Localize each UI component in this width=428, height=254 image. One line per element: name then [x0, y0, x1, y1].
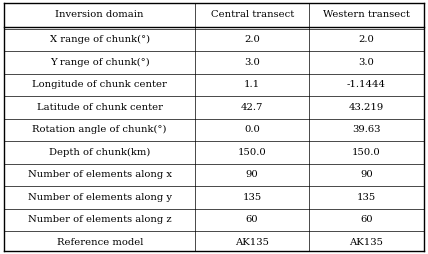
Text: Longitude of chunk center: Longitude of chunk center [32, 81, 167, 89]
Text: Inversion domain: Inversion domain [56, 10, 144, 19]
Text: 90: 90 [360, 170, 373, 179]
Text: X range of chunk(°): X range of chunk(°) [50, 35, 150, 44]
Text: Depth of chunk(km): Depth of chunk(km) [49, 148, 150, 157]
Text: 2.0: 2.0 [359, 36, 374, 44]
Text: 60: 60 [360, 215, 373, 224]
Text: 3.0: 3.0 [244, 58, 260, 67]
Text: 90: 90 [246, 170, 259, 179]
Text: 3.0: 3.0 [359, 58, 374, 67]
Text: 135: 135 [243, 193, 262, 202]
Text: Latitude of chunk center: Latitude of chunk center [37, 103, 163, 112]
Text: 1.1: 1.1 [244, 81, 260, 89]
Text: Central transect: Central transect [211, 10, 294, 19]
Text: 60: 60 [246, 215, 259, 224]
Text: 150.0: 150.0 [238, 148, 267, 157]
Text: AK135: AK135 [350, 238, 383, 247]
Text: 135: 135 [357, 193, 376, 202]
Text: 0.0: 0.0 [244, 125, 260, 134]
Text: -1.1444: -1.1444 [347, 81, 386, 89]
Text: 42.7: 42.7 [241, 103, 263, 112]
Text: Number of elements along y: Number of elements along y [28, 193, 172, 202]
Text: Reference model: Reference model [56, 238, 143, 247]
Text: 39.63: 39.63 [352, 125, 381, 134]
Text: Rotation angle of chunk(°): Rotation angle of chunk(°) [33, 125, 167, 134]
Text: Y range of chunk(°): Y range of chunk(°) [50, 58, 149, 67]
Text: Number of elements along z: Number of elements along z [28, 215, 172, 224]
Text: Western transect: Western transect [323, 10, 410, 19]
Text: AK135: AK135 [235, 238, 269, 247]
Text: 2.0: 2.0 [244, 36, 260, 44]
Text: Number of elements along x: Number of elements along x [28, 170, 172, 179]
Text: 150.0: 150.0 [352, 148, 381, 157]
Text: 43.219: 43.219 [349, 103, 384, 112]
